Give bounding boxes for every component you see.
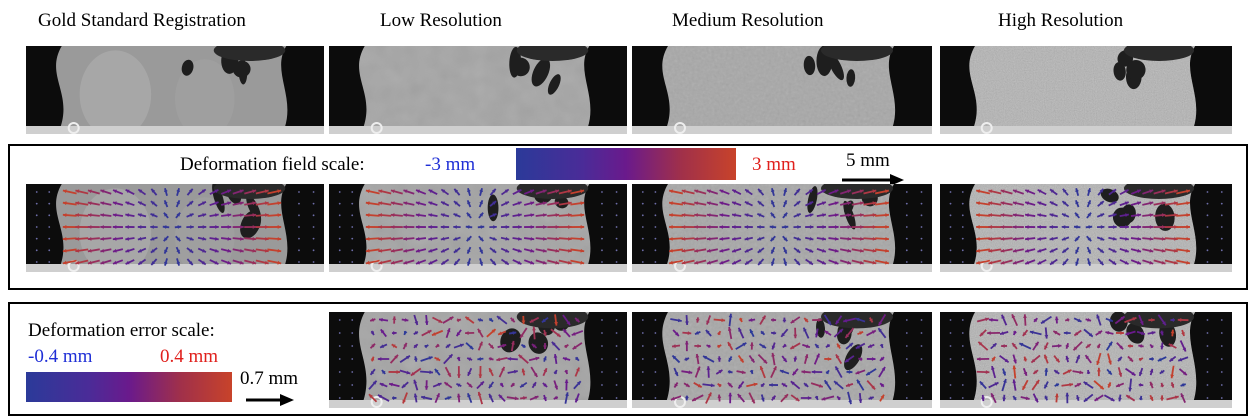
deformation-field-label: Deformation field scale: (180, 154, 365, 175)
deformation-error-colorbar (26, 372, 232, 402)
deformation-error-max: 0.4 mm (160, 346, 219, 367)
image-low-row1 (329, 46, 627, 134)
column-title-low: Low Resolution (380, 10, 502, 31)
deformation-error-min: -0.4 mm (28, 346, 93, 367)
deformation-field-arrow-label: 5 mm (846, 150, 890, 171)
deformation-field-max: 3 mm (752, 154, 796, 175)
error-high (940, 312, 1232, 408)
deformation-field-min: -3 mm (425, 154, 476, 175)
column-title-high: High Resolution (998, 10, 1124, 31)
deformation-error-arrow-label: 0.7 mm (240, 368, 299, 389)
field-low (329, 184, 627, 272)
error-low (329, 312, 627, 408)
field-medium (632, 184, 932, 272)
column-title-medium: Medium Resolution (672, 10, 824, 31)
error-scale-arrow-icon (246, 394, 294, 406)
image-gold-row1 (26, 46, 324, 134)
deformation-error-box (8, 302, 1248, 416)
image-high-row1 (940, 46, 1232, 134)
field-gold (26, 184, 324, 272)
field-high (940, 184, 1232, 272)
deformation-error-label: Deformation error scale: (28, 320, 215, 341)
image-medium-row1 (632, 46, 932, 134)
column-title-gold: Gold Standard Registration (38, 10, 246, 31)
deformation-field-box (8, 144, 1248, 290)
scale-arrow-icon (842, 174, 904, 186)
error-medium (632, 312, 932, 408)
deformation-field-colorbar (516, 148, 736, 180)
